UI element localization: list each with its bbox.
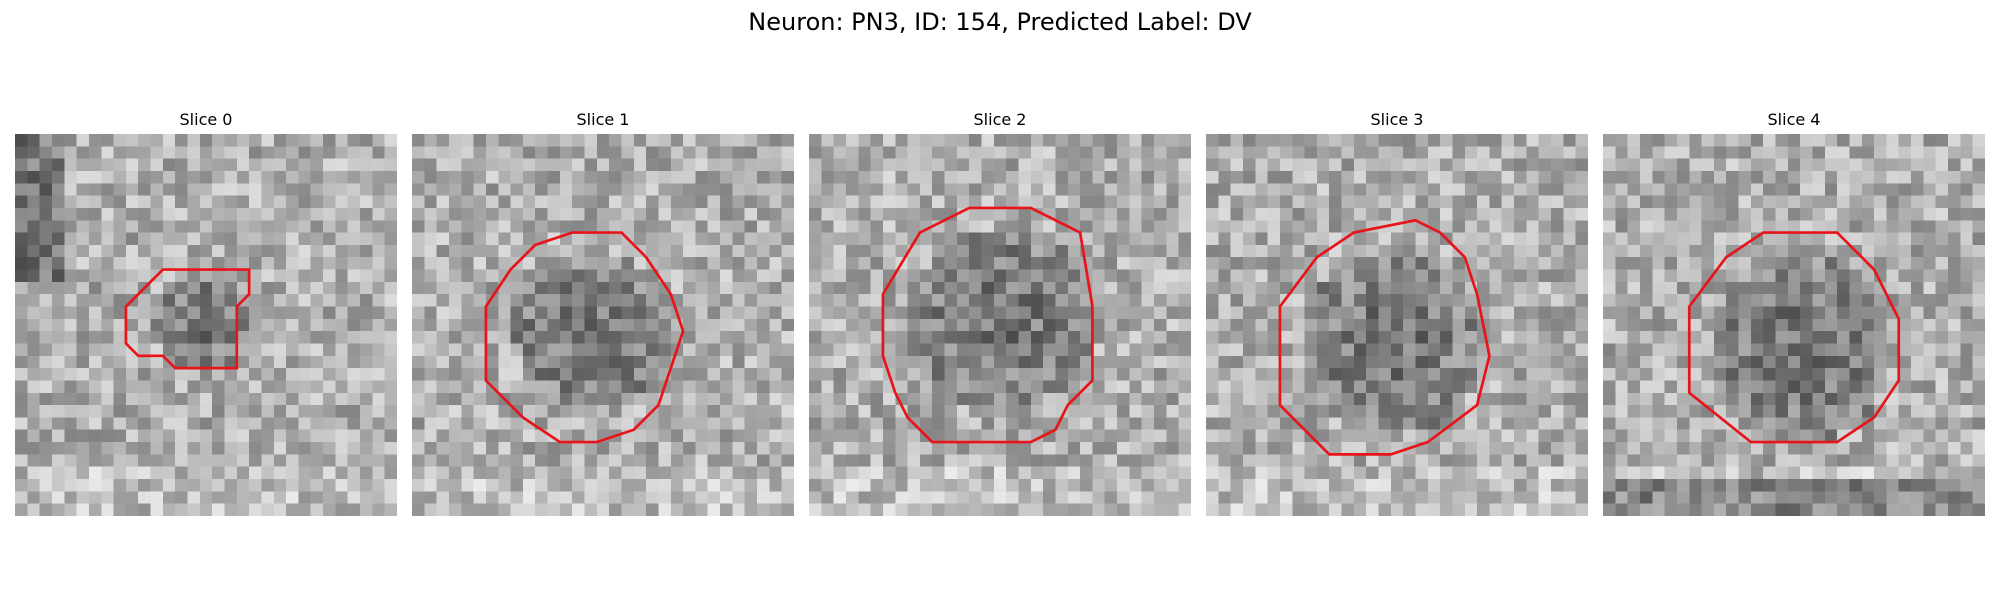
slice-title: Slice 4 xyxy=(1767,110,1821,129)
slice-panel-4: Slice 4 xyxy=(1603,110,1985,516)
slice-image xyxy=(412,134,794,516)
roi-outline xyxy=(124,268,251,370)
grayscale-texture xyxy=(1603,134,1985,516)
slice-title: Slice 0 xyxy=(179,110,233,129)
roi-outline xyxy=(484,231,685,444)
slice-panel-3: Slice 3 xyxy=(1206,110,1588,516)
slice-title: Slice 1 xyxy=(576,110,630,129)
slice-image xyxy=(1206,134,1588,516)
slice-panel-0: Slice 0 xyxy=(15,110,397,516)
slice-image xyxy=(15,134,397,516)
slice-title: Slice 2 xyxy=(973,110,1027,129)
roi-outline xyxy=(1687,231,1901,444)
roi-outline xyxy=(1278,218,1491,456)
grayscale-texture xyxy=(412,134,794,516)
slice-title: Slice 3 xyxy=(1370,110,1424,129)
slice-image xyxy=(1603,134,1985,516)
figure-title: Neuron: PN3, ID: 154, Predicted Label: D… xyxy=(748,8,1252,36)
grayscale-texture xyxy=(15,134,397,516)
slice-panel-1: Slice 1 xyxy=(412,110,794,516)
slice-panel-2: Slice 2 xyxy=(809,110,1191,516)
grayscale-texture xyxy=(809,134,1191,516)
roi-outline xyxy=(881,206,1094,444)
slice-image xyxy=(809,134,1191,516)
